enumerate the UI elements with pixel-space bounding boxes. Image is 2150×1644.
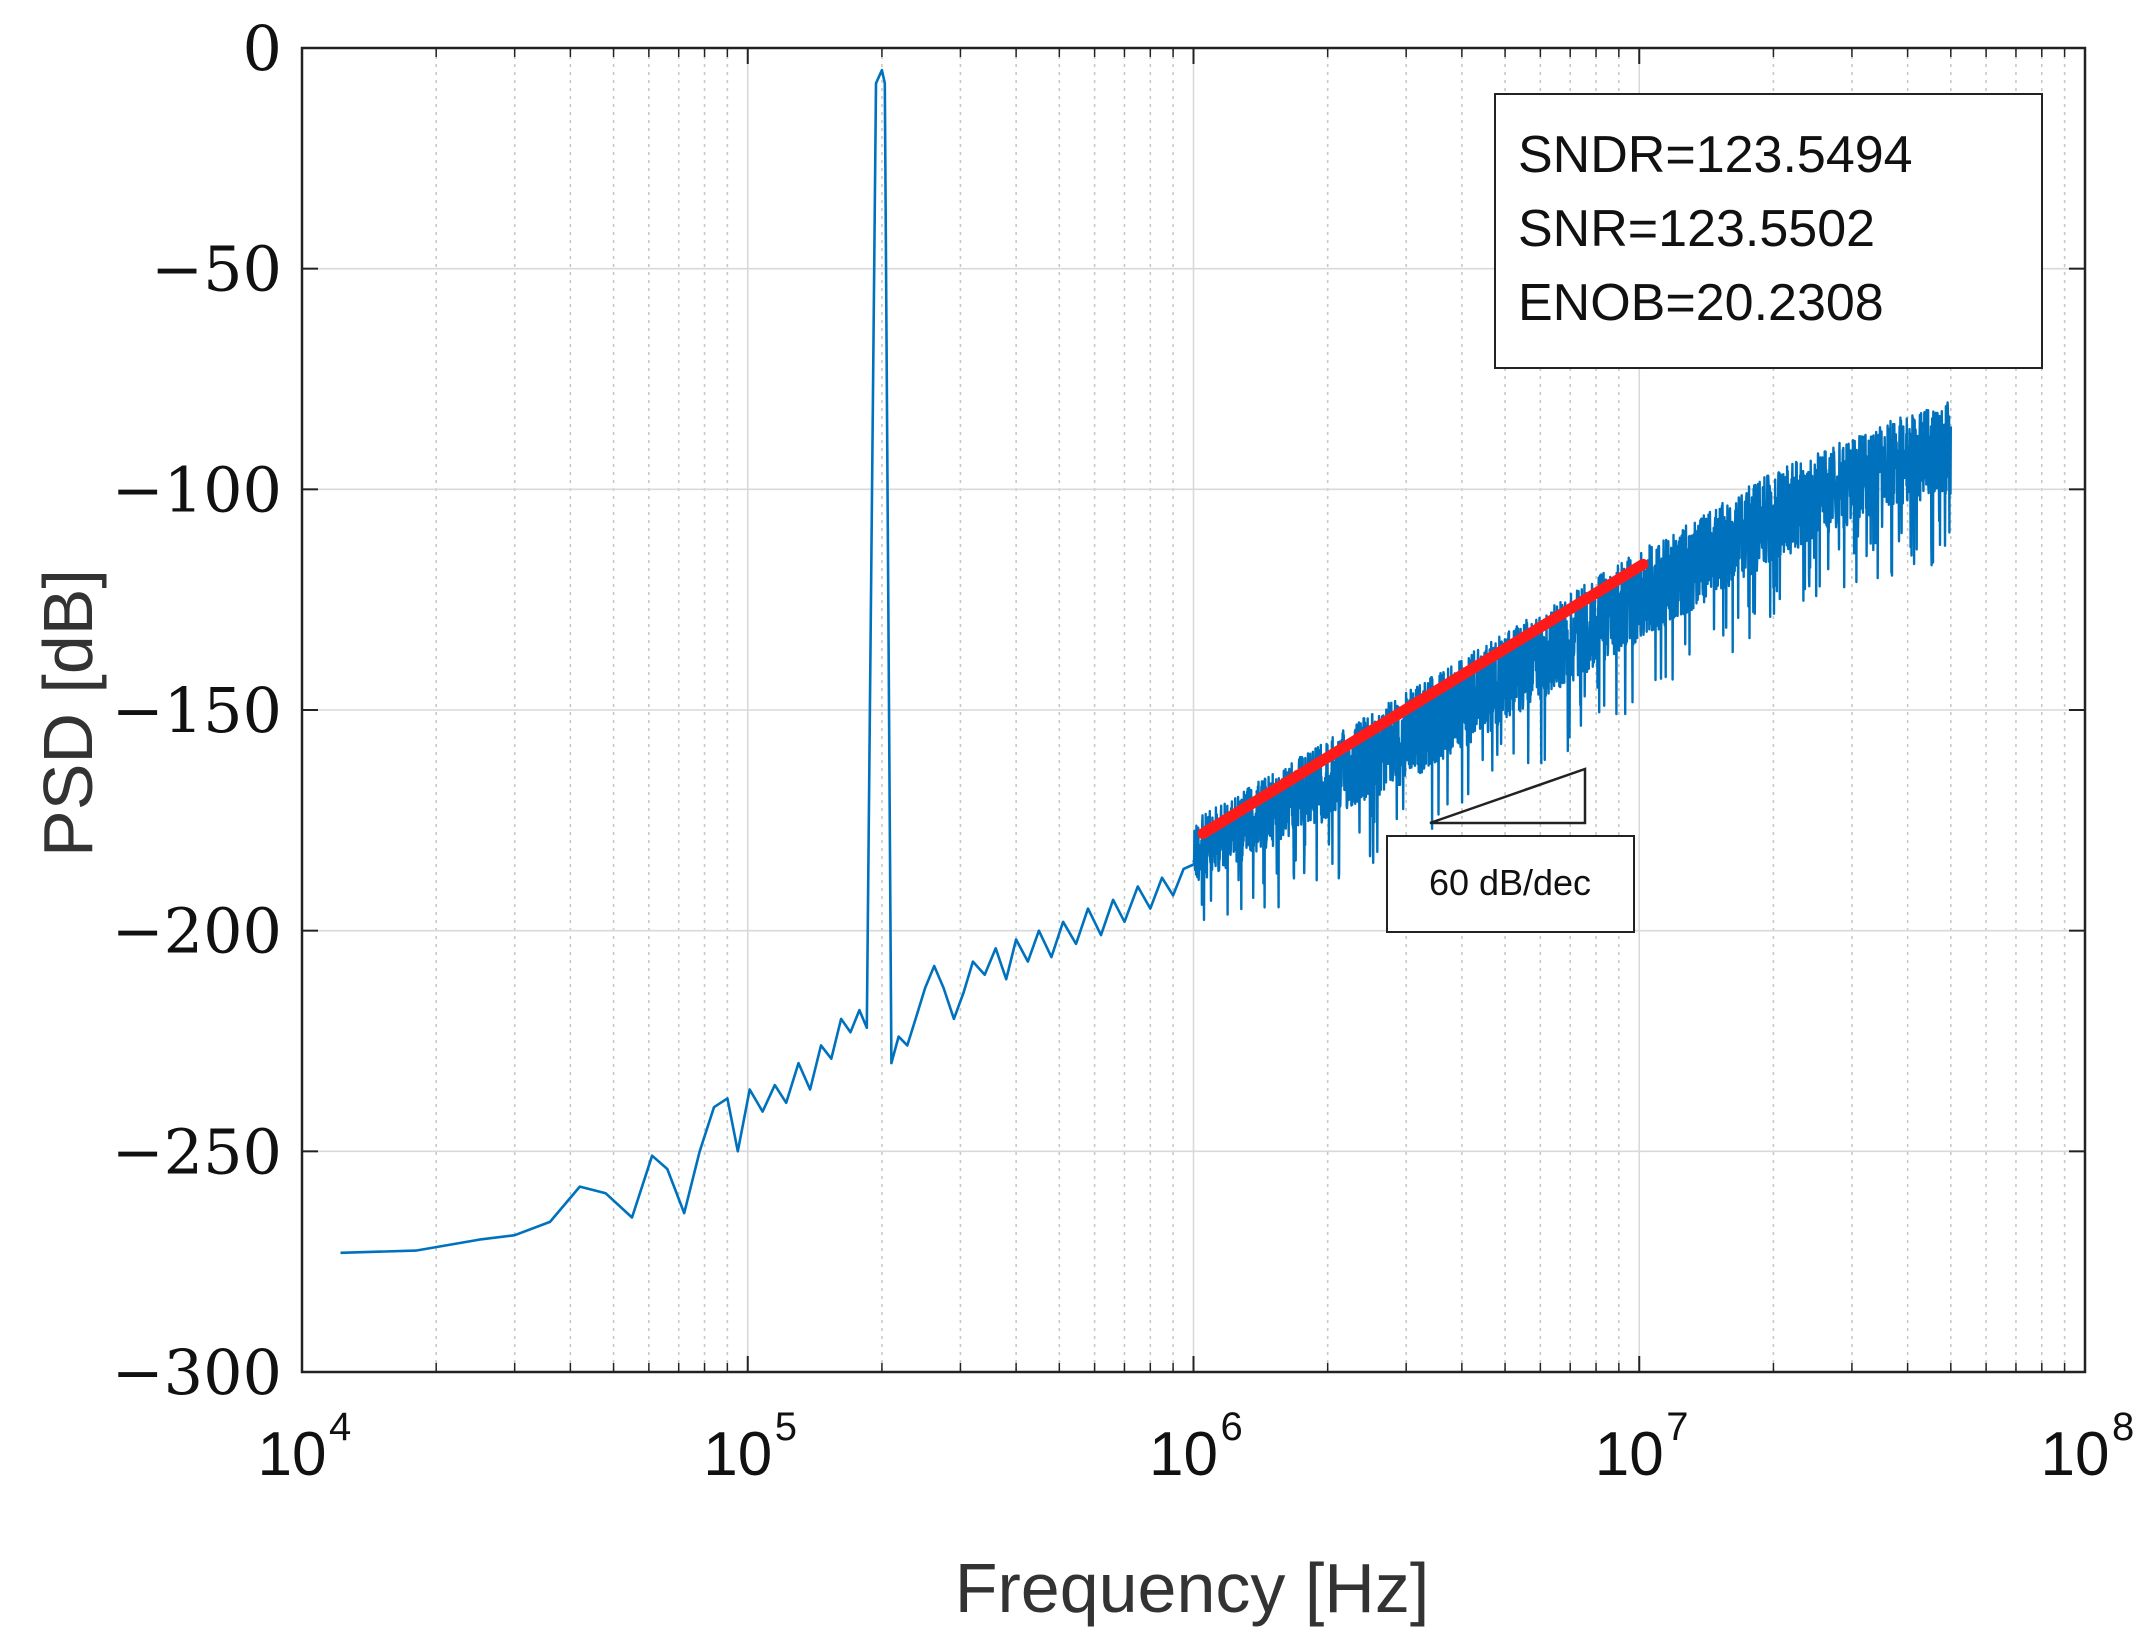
y-tick-label: −250 (112, 1115, 282, 1188)
sndr-label: SNDR=123.5494 (1518, 126, 1913, 184)
x-axis-label: Frequency [Hz] (955, 1549, 1430, 1627)
major-grid (301, 47, 2086, 1373)
slope-label: 60 dB/dec (1429, 862, 1591, 903)
slope-triangle (1429, 767, 1587, 825)
y-tick-label: −100 (112, 453, 282, 526)
x-tick-exponent: 8 (2112, 1405, 2134, 1449)
x-tick-label: 10 7 (1595, 1405, 1689, 1489)
y-tick-label: −300 (112, 1336, 282, 1409)
y-tick-labels: 0 −50 −100 −150 −200 −250 −300 (112, 12, 282, 1409)
metrics-box: SNDR=123.5494 SNR=123.5502 ENOB=20.2308 (1494, 93, 2043, 369)
psd-series (340, 68, 1195, 1255)
y-axis-label: PSD [dB] (29, 569, 107, 857)
y-tick-label: −150 (112, 674, 282, 747)
x-tick-base: 10 (258, 1420, 327, 1489)
y-tick-label: −200 (112, 895, 282, 968)
slope-label-box (1386, 835, 1635, 933)
x-tick-label: 10 4 (258, 1405, 352, 1489)
x-tick-exponent: 6 (1221, 1405, 1243, 1449)
y-tick-label: −50 (151, 233, 282, 306)
x-tick-label: 10 6 (1149, 1405, 1243, 1489)
snr-label: SNR=123.5502 (1518, 200, 1875, 258)
x-tick-base: 10 (2041, 1420, 2110, 1489)
x-tick-base: 10 (1595, 1420, 1664, 1489)
x-tick-exponent: 5 (775, 1405, 797, 1449)
y-tick-label: 0 (243, 12, 282, 85)
fit-slope-line (1197, 558, 1649, 840)
x-tick-label: 10 8 (2041, 1405, 2135, 1489)
slope-annotation: 60 dB/dec (1386, 767, 1635, 933)
x-tick-exponent: 4 (329, 1405, 351, 1449)
x-tick-labels: 10 4 10 5 10 6 10 7 10 8 (258, 1405, 2135, 1489)
series-layer (340, 68, 1952, 1255)
metrics-box-frame (1494, 93, 2043, 369)
enob-label: ENOB=20.2308 (1518, 274, 1884, 332)
x-tick-label: 10 5 (703, 1405, 797, 1489)
x-tick-exponent: 7 (1666, 1405, 1688, 1449)
x-tick-base: 10 (1149, 1420, 1218, 1489)
tick-marks (301, 47, 2086, 1373)
x-tick-base: 10 (703, 1420, 772, 1489)
